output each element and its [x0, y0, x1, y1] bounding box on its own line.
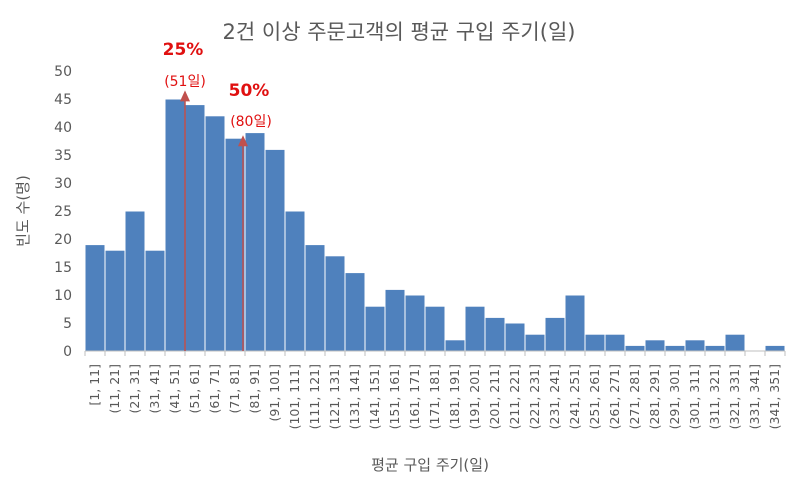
- x-tick-label: (171, 181]: [427, 364, 442, 429]
- x-tick-label: (191, 201]: [467, 364, 482, 429]
- y-tick-label: 10: [54, 288, 72, 304]
- histogram-bar: [244, 132, 266, 352]
- x-tick-label: (251, 261]: [587, 364, 602, 429]
- y-tick-label: 45: [54, 92, 72, 108]
- x-tick-label: (301, 311]: [687, 364, 702, 429]
- y-tick-label: 0: [63, 344, 72, 360]
- x-tick-label: (71, 81]: [227, 364, 242, 414]
- histogram-bar: [684, 339, 706, 352]
- histogram-bar: [404, 294, 426, 352]
- histogram-bar: [364, 305, 386, 352]
- histogram-bar: [84, 244, 106, 352]
- histogram-bar: [544, 316, 566, 352]
- y-tick-label: 25: [54, 204, 72, 220]
- histogram-bar: [164, 98, 186, 352]
- annotation-day-label: (80일): [230, 114, 272, 130]
- histogram-bar: [524, 333, 546, 352]
- histogram-bar: [344, 272, 366, 352]
- annotation-percent-label: 50%: [229, 81, 270, 101]
- x-tick-label: (111, 121]: [307, 364, 322, 429]
- x-tick-label: (51, 61]: [187, 364, 202, 414]
- histogram-bar: [464, 305, 486, 352]
- x-tick-label: (291, 301]: [667, 364, 682, 429]
- y-tick-label: 15: [54, 260, 72, 276]
- histogram-bar: [204, 115, 226, 352]
- histogram-bar: [144, 249, 166, 352]
- x-tick-label: (101, 111]: [287, 364, 302, 429]
- histogram-bar: [104, 249, 126, 352]
- y-axis-title: 빈도 수(명): [14, 175, 32, 247]
- annotation-percent-label: 25%: [163, 40, 204, 60]
- histogram-bar: [284, 210, 306, 352]
- y-tick-label: 35: [54, 148, 72, 164]
- histogram-bar: [764, 344, 786, 352]
- histogram-bar: [704, 344, 726, 352]
- x-tick-label: (311, 321]: [707, 364, 722, 429]
- histogram-bar: [224, 137, 246, 352]
- x-tick-label: (221, 231]: [527, 364, 542, 429]
- histogram-bar: [644, 339, 666, 352]
- x-tick-label: (321, 331]: [727, 364, 742, 429]
- x-tick-label: (81, 91]: [247, 364, 262, 414]
- histogram-bar: [584, 333, 606, 352]
- histogram-bar: [624, 344, 646, 352]
- x-tick-label: (161, 171]: [407, 364, 422, 429]
- x-tick-label: (31, 41]: [147, 364, 162, 414]
- y-tick-label: 50: [54, 64, 72, 80]
- x-tick-label: (241, 251]: [567, 364, 582, 429]
- x-tick-label: (141, 151]: [367, 364, 382, 429]
- x-tick-label: (201, 211]: [487, 364, 502, 429]
- histogram-bar: [564, 294, 586, 352]
- x-tick-label: (281, 291]: [647, 364, 662, 429]
- y-tick-label: 30: [54, 176, 72, 192]
- annotation-day-label: (51일): [164, 74, 206, 90]
- x-tick-label: (91, 101]: [267, 364, 282, 421]
- histogram-bar: [304, 244, 326, 352]
- x-tick-label: (131, 141]: [347, 364, 362, 429]
- y-tick-label: 5: [63, 316, 72, 332]
- histogram-bar: [444, 339, 466, 352]
- histogram-bar: [504, 322, 526, 352]
- histogram-bar: [664, 344, 686, 352]
- x-tick-label: (61, 71]: [207, 364, 222, 414]
- histogram-bar: [124, 210, 146, 352]
- histogram-bar: [484, 316, 506, 352]
- x-tick-label: (41, 51]: [167, 364, 182, 414]
- histogram-bar: [184, 104, 206, 352]
- x-tick-label: (271, 281]: [627, 364, 642, 429]
- x-tick-label: (261, 271]: [607, 364, 622, 429]
- histogram-bar: [424, 305, 446, 352]
- annotation-arrow-head: [180, 90, 190, 102]
- histogram-bar: [384, 288, 406, 352]
- x-tick-label: (11, 21]: [107, 364, 122, 414]
- x-tick-label: (231, 241]: [547, 364, 562, 429]
- x-tick-label: (21, 31]: [127, 364, 142, 414]
- y-tick-label: 20: [54, 232, 72, 248]
- histogram-bar: [264, 148, 286, 352]
- histogram-bar: [604, 333, 626, 352]
- x-tick-label: (211, 221]: [507, 364, 522, 429]
- annotation-arrow-head: [238, 135, 248, 147]
- x-tick-label: [1, 11]: [87, 364, 102, 406]
- x-axis-title: 평균 구입 주기(일): [371, 456, 489, 474]
- x-tick-label: (151, 161]: [387, 364, 402, 429]
- chart-title: 2건 이상 주문고객의 평균 구입 주기(일): [223, 20, 576, 44]
- histogram-bar: [324, 255, 346, 352]
- histogram-bar: [724, 333, 746, 352]
- x-tick-label: (181, 191]: [447, 364, 462, 429]
- x-tick-label: (121, 131]: [327, 364, 342, 429]
- x-tick-label: (331, 341]: [747, 364, 762, 429]
- y-tick-label: 40: [54, 120, 72, 136]
- x-tick-label: (341, 351]: [767, 364, 782, 429]
